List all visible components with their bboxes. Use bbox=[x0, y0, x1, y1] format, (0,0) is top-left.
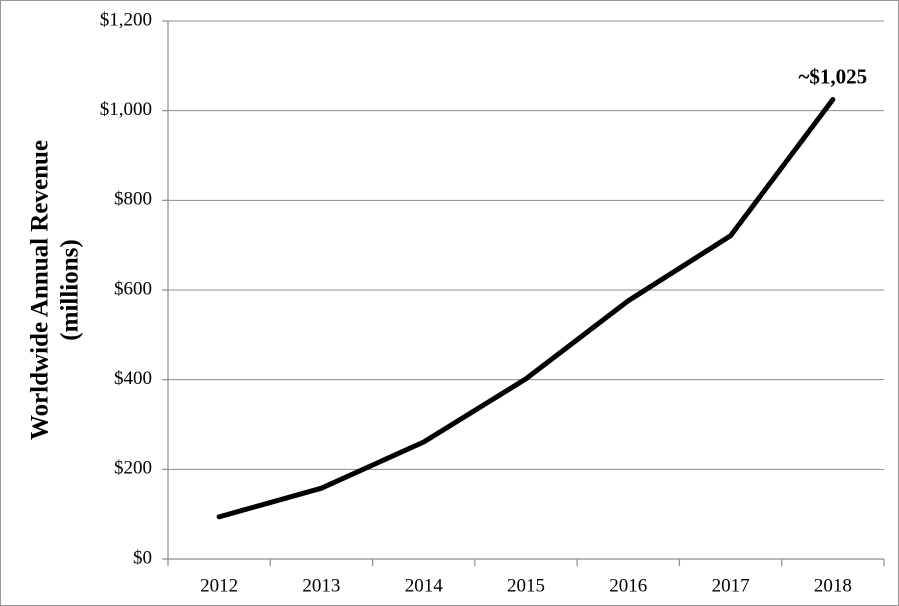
y-tick-label: $1,200 bbox=[100, 9, 152, 30]
y-tick-label: $0 bbox=[133, 547, 152, 568]
y-tick-label: $800 bbox=[114, 189, 152, 210]
y-tick-label: $1,000 bbox=[100, 99, 152, 120]
x-tick-label: 2013 bbox=[302, 575, 340, 596]
x-tick-label: 2014 bbox=[405, 575, 444, 596]
x-tick-label: 2017 bbox=[712, 575, 750, 596]
x-tick-label: 2015 bbox=[507, 575, 545, 596]
y-tick-label: $600 bbox=[114, 278, 152, 299]
x-tick-label: 2016 bbox=[609, 575, 647, 596]
y-tick-label: $400 bbox=[114, 368, 152, 389]
x-tick-label: 2018 bbox=[814, 575, 852, 596]
data-label: ~$1,025 bbox=[799, 64, 868, 88]
y-tick-label: $200 bbox=[114, 458, 152, 479]
y-axis-title: (millions) bbox=[57, 239, 84, 340]
x-tick-label: 2012 bbox=[200, 575, 238, 596]
line-series bbox=[216, 96, 836, 520]
y-axis-title: Worldwide Annual Revenue bbox=[27, 140, 54, 440]
